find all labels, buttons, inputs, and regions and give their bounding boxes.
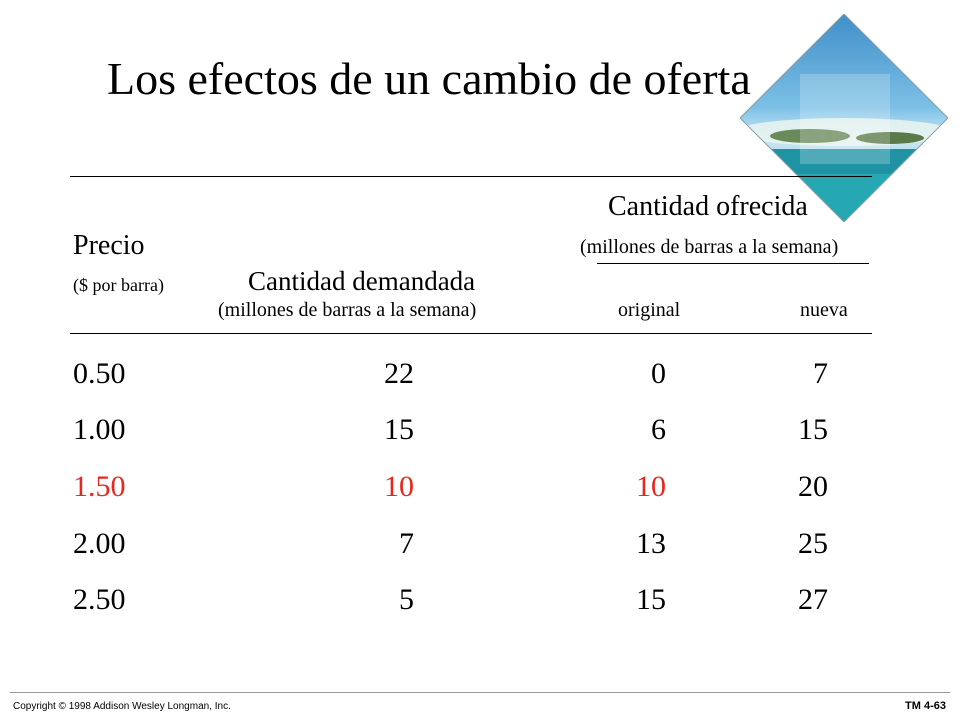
copyright-text: Copyright © 1998 Addison Wesley Longman,…: [13, 701, 231, 712]
new-label: nueva: [800, 299, 848, 321]
demanded-cell: 7: [399, 527, 414, 560]
new-cell: 20: [798, 470, 828, 503]
price-cell: 2.00: [73, 527, 126, 560]
price-cell: 0.50: [73, 357, 126, 390]
demanded-cell: 5: [399, 583, 414, 616]
slide-title: Los efectos de un cambio de oferta: [107, 53, 751, 104]
beach-photo-diamond: [740, 14, 948, 222]
slide-number: TM 4-63: [905, 700, 946, 712]
supply-units: (millones de barras a la semana): [580, 236, 839, 258]
supply-underline: [597, 263, 869, 264]
demand-label: Cantidad demandada: [248, 266, 476, 296]
price-label: Precio: [73, 230, 145, 261]
demanded-cell: 15: [384, 413, 414, 446]
original-label: original: [618, 299, 681, 321]
original-cell: 13: [636, 527, 666, 560]
header-divider: [70, 333, 872, 334]
original-cell: 15: [636, 583, 666, 616]
supply-label: Cantidad ofrecida: [608, 191, 808, 222]
demanded-cell: 22: [384, 357, 414, 390]
original-cell: 10: [636, 470, 666, 503]
footer-divider: [10, 692, 950, 693]
new-cell: 15: [798, 413, 828, 446]
new-cell: 25: [798, 527, 828, 560]
demanded-cell: 10: [384, 470, 414, 503]
price-cell: 2.50: [73, 583, 126, 616]
price-units: ($ por barra): [73, 275, 164, 295]
new-cell: 27: [798, 583, 828, 616]
original-cell: 0: [651, 357, 666, 390]
top-divider: [70, 176, 872, 177]
price-cell: 1.00: [73, 413, 126, 446]
demand-units: (millones de barras a la semana): [218, 299, 477, 321]
original-cell: 6: [651, 413, 666, 446]
new-cell: 7: [813, 357, 828, 390]
price-cell: 1.50: [73, 470, 126, 503]
